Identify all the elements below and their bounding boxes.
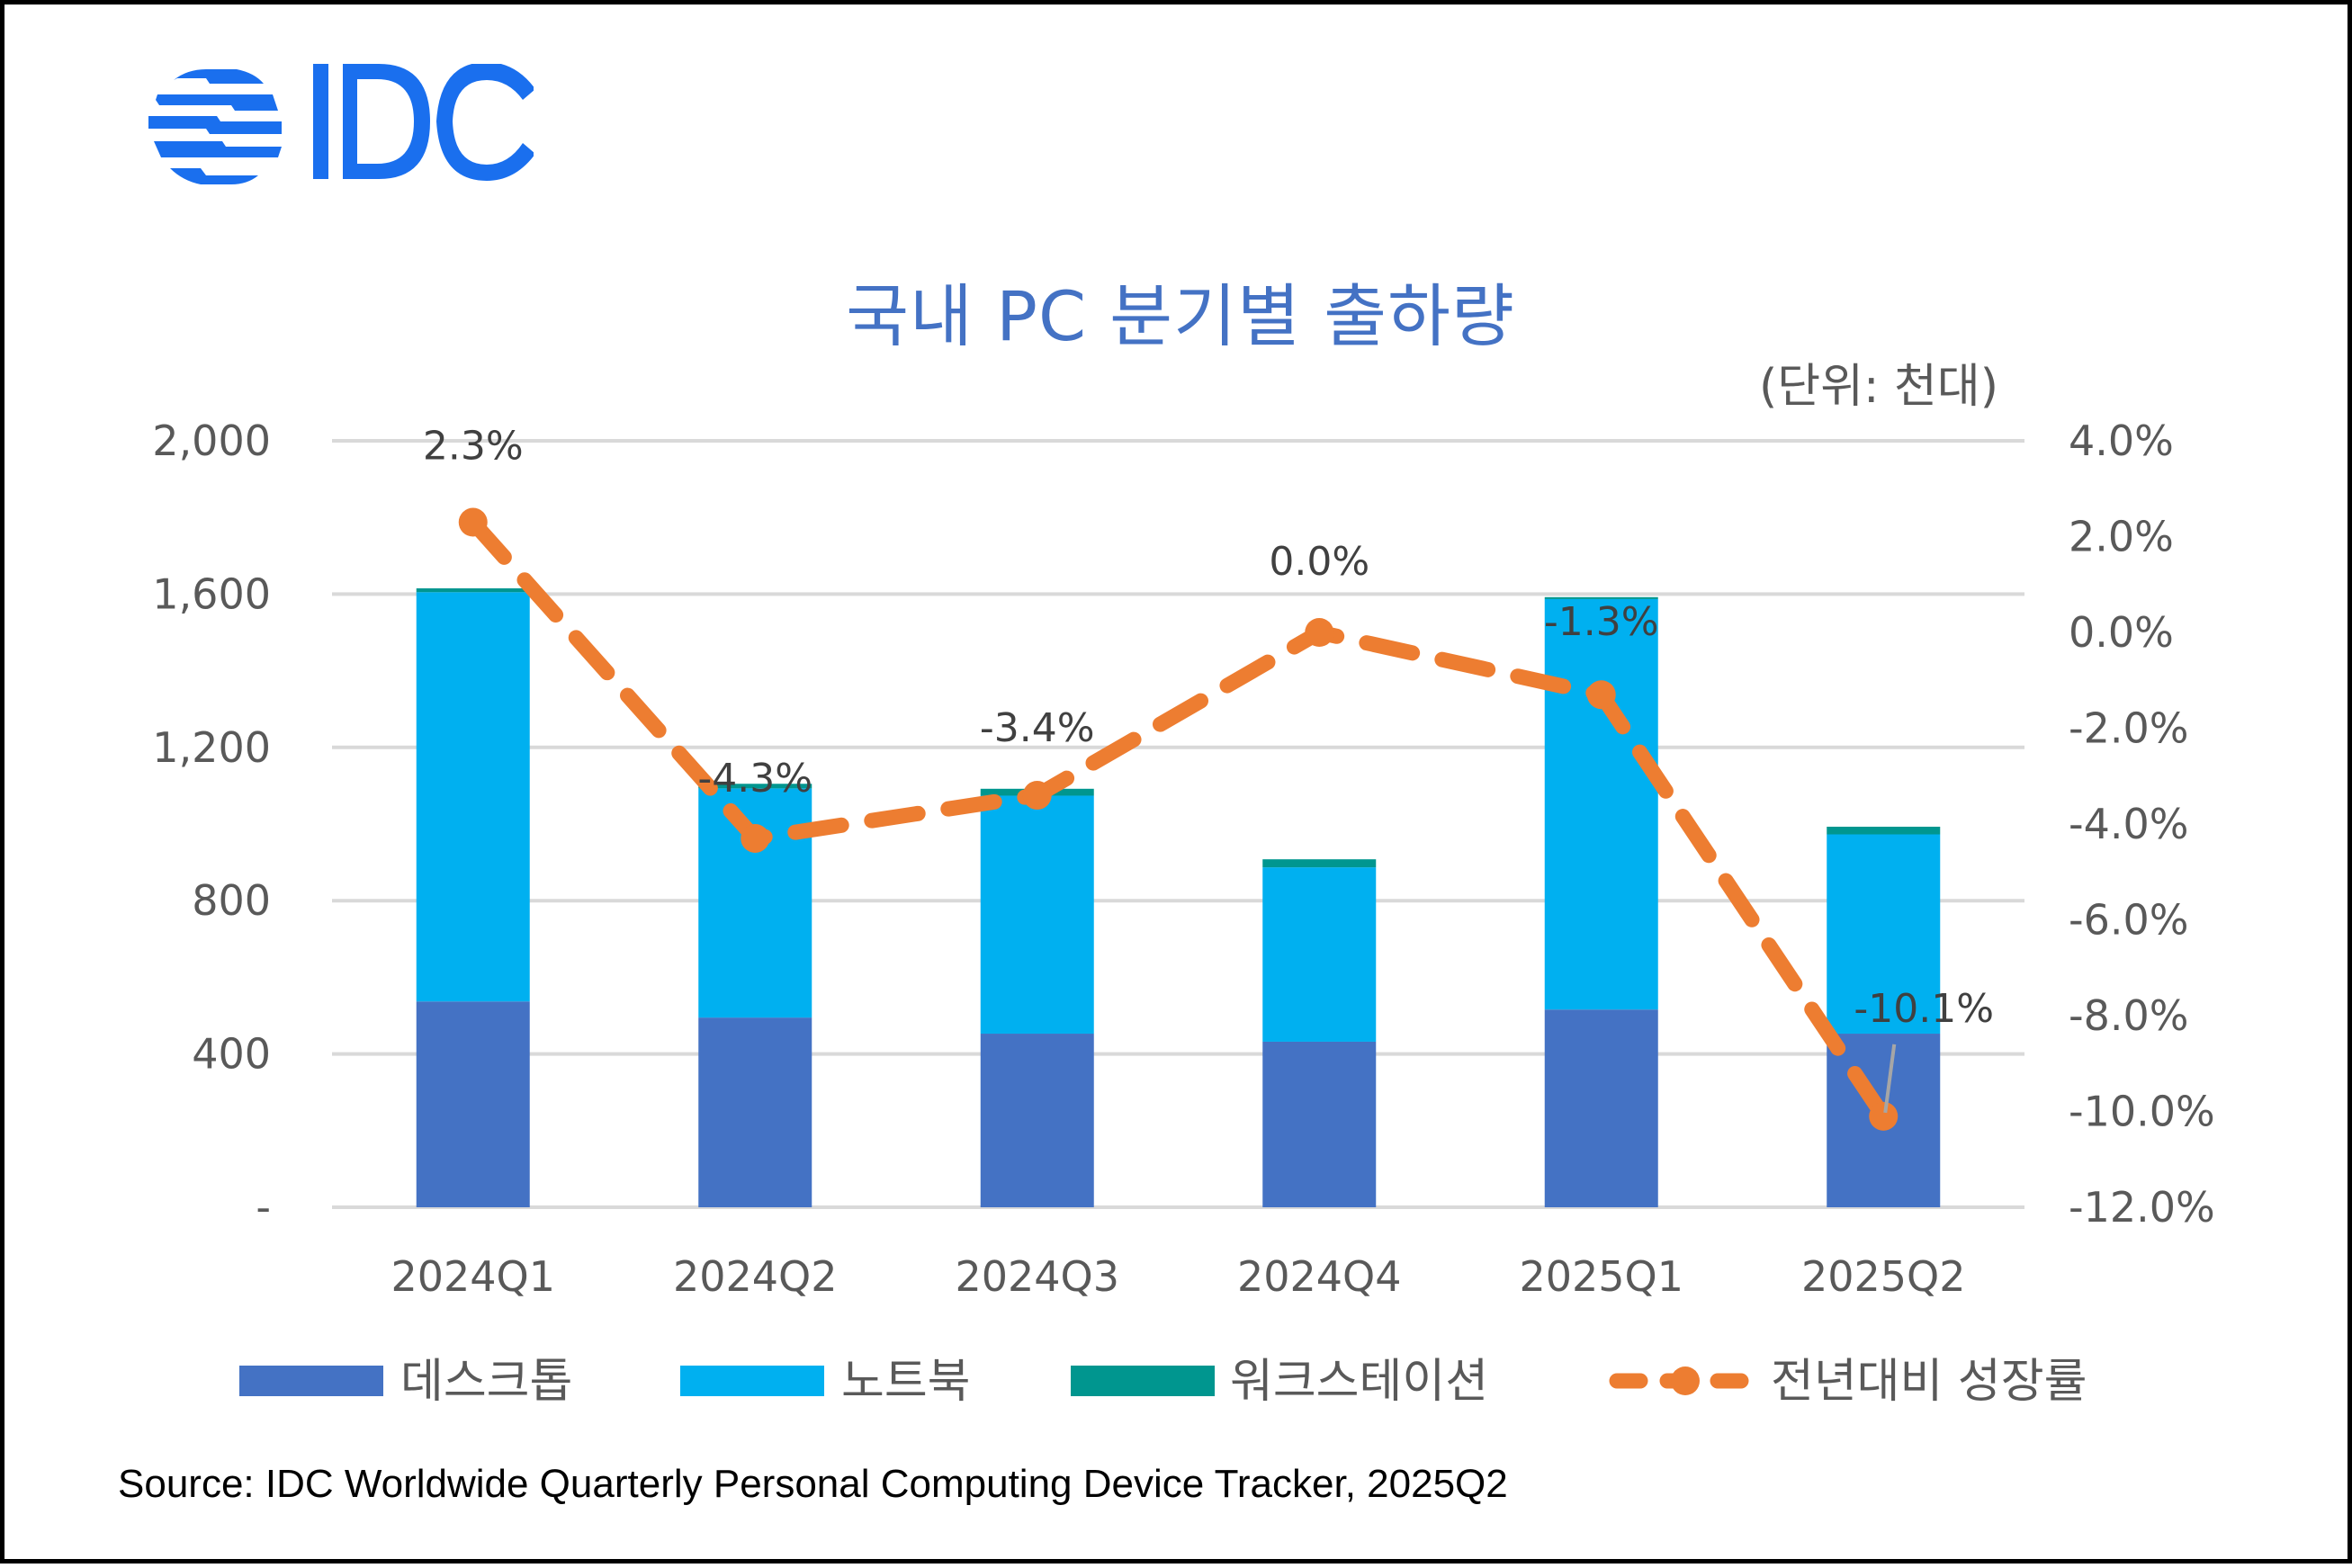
- x-axis-tick-label: 2024Q4: [1237, 1252, 1402, 1301]
- growth-rate-marker: [1022, 781, 1052, 811]
- growth-rate-data-label: -1.3%: [1544, 599, 1659, 645]
- left-axis-tick-label: 400: [192, 1030, 271, 1079]
- legend-label: 워크스테이션: [1230, 1355, 1488, 1409]
- left-axis-tick-label: 1,200: [152, 723, 271, 772]
- growth-rate-data-label: -4.3%: [697, 756, 812, 802]
- growth-rate-marker: [1586, 680, 1616, 710]
- bar-segment-노트북: [416, 592, 530, 1002]
- right-axis-tick-label: 0.0%: [2069, 608, 2174, 657]
- bar-segment-워크스테이션: [1827, 826, 1941, 835]
- growth-rate-data-label: 2.3%: [423, 424, 524, 470]
- right-axis-tick-label: -2.0%: [2069, 704, 2188, 753]
- chart-title: 국내 PC 분기별 출하량: [846, 276, 1515, 356]
- growth-rate-marker: [741, 823, 770, 853]
- bar-segment-워크스테이션: [1544, 596, 1658, 599]
- growth-rate-marker: [1305, 618, 1334, 647]
- legend-swatch-marker: [1671, 1366, 1700, 1395]
- bar-segment-데스크톱: [416, 1001, 530, 1207]
- x-axis-tick-label: 2025Q1: [1519, 1252, 1683, 1301]
- right-axis-tick-label: -12.0%: [2069, 1183, 2215, 1232]
- bar-segment-데스크톱: [698, 1017, 812, 1207]
- chart-svg: - 400 800 1,200 1,600 2,000 -12.0% -10.0% -8.0% -…: [152, 417, 2215, 1409]
- growth-rate-marker: [458, 507, 488, 537]
- right-axis-tick-label: 2.0%: [2069, 513, 2174, 561]
- x-axis-tick-label: 2025Q2: [1801, 1252, 1966, 1301]
- bar-segment-데스크톱: [1544, 1009, 1658, 1207]
- x-axis-tick-label: 2024Q2: [673, 1252, 838, 1301]
- x-axis-tick-label: 2024Q3: [955, 1252, 1119, 1301]
- bar-segment-노트북: [698, 788, 812, 1018]
- bar-segment-노트북: [1262, 867, 1377, 1042]
- idc-globe-icon: [148, 69, 282, 184]
- right-axis-tick-label: 4.0%: [2069, 417, 2174, 465]
- left-axis-tick-label: 2,000: [152, 417, 271, 465]
- data-label-leader-line: [1883, 1044, 1897, 1114]
- legend-swatch-노트북: [680, 1366, 824, 1396]
- legend-swatch-데스크톱: [239, 1366, 383, 1396]
- legend-swatch-워크스테이션: [1071, 1366, 1215, 1396]
- left-axis-tick-label: -: [256, 1183, 271, 1232]
- bar-segment-노트북: [1544, 598, 1658, 1010]
- bar-segment-노트북: [1827, 834, 1941, 1035]
- right-axis-tick-label: -8.0%: [2069, 991, 2188, 1040]
- right-axis-tick-label: -6.0%: [2069, 896, 2188, 945]
- right-axis-tick-label: -4.0%: [2069, 800, 2188, 848]
- bar-segment-노트북: [980, 795, 1094, 1035]
- growth-rate-data-label: -10.1%: [1854, 986, 1994, 1032]
- idc-letter-d: [343, 64, 430, 179]
- growth-rate-line: [465, 515, 1891, 1124]
- bar-segment-워크스테이션: [1262, 859, 1377, 868]
- bar-segment-데스크톱: [1262, 1041, 1377, 1207]
- legend-label: 노트북: [841, 1355, 971, 1409]
- growth-rate-data-label: 0.0%: [1269, 539, 1369, 585]
- growth-rate-marker: [1869, 1101, 1899, 1131]
- x-axis-tick-label: 2024Q1: [391, 1252, 555, 1301]
- legend-label: 전년대비 성장률: [1771, 1355, 2087, 1409]
- left-axis-tick-label: 1,600: [152, 569, 271, 618]
- right-axis-tick-label: -10.0%: [2069, 1088, 2215, 1136]
- idc-letter-i: [313, 64, 328, 179]
- source-note: Source: IDC Worldwide Quarterly Personal…: [118, 1462, 1508, 1506]
- unit-label: (단위: 천대): [1759, 360, 1998, 414]
- growth-rate-data-label: -3.4%: [980, 705, 1095, 751]
- bar-segment-워크스테이션: [698, 784, 812, 789]
- bar-segment-데스크톱: [980, 1034, 1094, 1207]
- legend-label: 데스크톱: [400, 1355, 572, 1409]
- idc-logo: [148, 64, 534, 184]
- bar-segment-워크스테이션: [416, 588, 530, 593]
- left-axis-tick-label: 800: [192, 876, 271, 925]
